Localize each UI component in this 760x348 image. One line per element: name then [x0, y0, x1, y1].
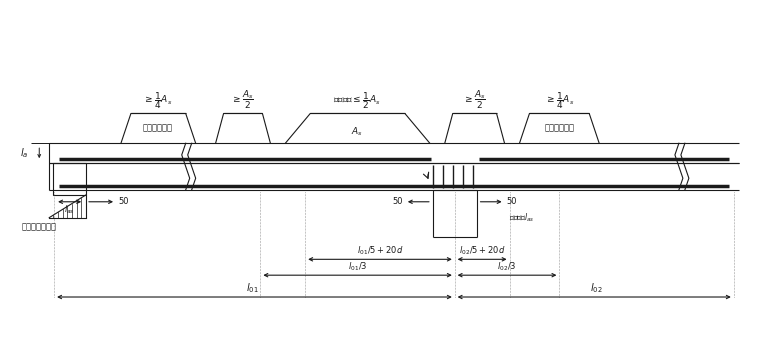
Text: $l_{02}/5+20d$: $l_{02}/5+20d$: [459, 245, 505, 257]
Text: $\geq\dfrac{A_s}{2}$: $\geq\dfrac{A_s}{2}$: [464, 88, 486, 111]
Text: $l_{02}$: $l_{02}$: [591, 281, 603, 295]
Text: $l_{01}$: $l_{01}$: [245, 281, 258, 295]
Text: $l_a$: $l_a$: [20, 146, 28, 160]
Text: $l_{01}/3$: $l_{01}/3$: [348, 261, 367, 273]
Text: $l_{as}$: $l_{as}$: [64, 204, 75, 216]
Text: 且不少于２根: 且不少于２根: [143, 124, 173, 132]
Text: $\geq\dfrac{1}{4}A_s$: $\geq\dfrac{1}{4}A_s$: [143, 90, 173, 111]
Text: $l_{02}/3$: $l_{02}/3$: [497, 261, 517, 273]
Text: 且不少于２根: 且不少于２根: [544, 124, 575, 132]
Text: $\geq\dfrac{A_s}{2}$: $\geq\dfrac{A_s}{2}$: [231, 88, 254, 111]
Text: $A_s$: $A_s$: [351, 125, 363, 137]
Bar: [53, 163, 86, 195]
Text: 切断面积$\leq\dfrac{1}{2}A_s$: 切断面积$\leq\dfrac{1}{2}A_s$: [334, 90, 381, 111]
Text: 支座内设一箍筋: 支座内设一箍筋: [21, 223, 56, 232]
Text: 50: 50: [392, 197, 403, 206]
Text: $\geq\dfrac{1}{4}A_s$: $\geq\dfrac{1}{4}A_s$: [545, 90, 574, 111]
Text: 伸入支座$l_{as}$: 伸入支座$l_{as}$: [508, 212, 534, 224]
Text: $l_{01}/5+20d$: $l_{01}/5+20d$: [356, 245, 404, 257]
Text: 50: 50: [506, 197, 517, 206]
Text: 50: 50: [118, 197, 128, 206]
